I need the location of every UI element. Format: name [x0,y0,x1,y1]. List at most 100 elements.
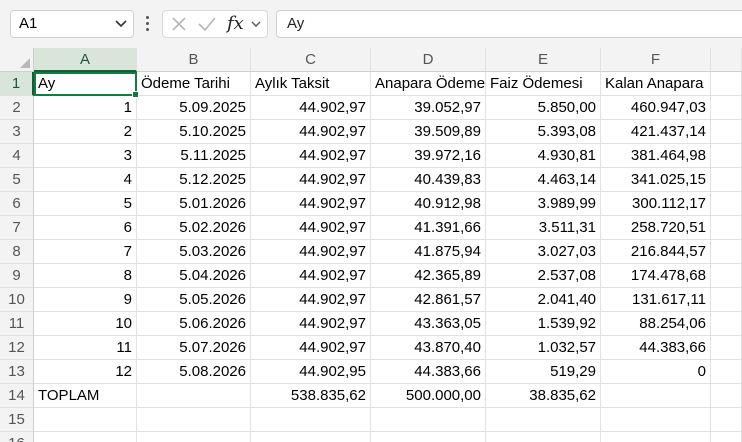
row-header-11[interactable]: 11 [0,312,34,336]
cell-b2[interactable]: 5.09.2025 [137,96,251,120]
cell-g8[interactable] [711,240,742,264]
cell-a14[interactable]: TOPLAM [34,384,137,408]
row-header-3[interactable]: 3 [0,120,34,144]
column-header-c[interactable]: C [251,48,371,72]
column-header-f[interactable]: F [601,48,711,72]
cell-c9[interactable]: 44.902,97 [251,264,371,288]
cell-f14[interactable] [601,384,711,408]
row-header-14[interactable]: 14 [0,384,34,408]
cell-g3[interactable] [711,120,742,144]
cell-c2[interactable]: 44.902,97 [251,96,371,120]
cell-g1[interactable] [711,72,742,96]
cell-e13[interactable]: 519,29 [486,360,601,384]
cell-f6[interactable]: 300.112,17 [601,192,711,216]
cell-d8[interactable]: 41.875,94 [371,240,486,264]
cell-f5[interactable]: 341.025,15 [601,168,711,192]
cell-a15[interactable] [34,408,137,432]
cell-e15[interactable] [486,408,601,432]
cell-d6[interactable]: 40.912,98 [371,192,486,216]
cell-c14[interactable]: 538.835,62 [251,384,371,408]
cell-e5[interactable]: 4.463,14 [486,168,601,192]
cell-f1[interactable]: Kalan Anapara [601,72,711,96]
more-options-icon[interactable] [144,14,150,34]
cell-f10[interactable]: 131.617,11 [601,288,711,312]
enter-check-icon[interactable] [197,16,217,32]
cell-d1[interactable]: Anapara Ödemesi [371,72,486,96]
cell-f8[interactable]: 216.844,57 [601,240,711,264]
cell-e10[interactable]: 2.041,40 [486,288,601,312]
cell-d2[interactable]: 39.052,97 [371,96,486,120]
cell-d13[interactable]: 44.383,66 [371,360,486,384]
cell-g13[interactable] [711,360,742,384]
cell-f9[interactable]: 174.478,68 [601,264,711,288]
cell-c7[interactable]: 44.902,97 [251,216,371,240]
cell-b1[interactable]: Ödeme Tarihi [137,72,251,96]
cell-f12[interactable]: 44.383,66 [601,336,711,360]
cancel-icon[interactable] [171,16,187,32]
cell-c5[interactable]: 44.902,97 [251,168,371,192]
cell-f2[interactable]: 460.947,03 [601,96,711,120]
cell-b3[interactable]: 5.10.2025 [137,120,251,144]
cell-c13[interactable]: 44.902,95 [251,360,371,384]
cell-e7[interactable]: 3.511,31 [486,216,601,240]
cell-b12[interactable]: 5.07.2026 [137,336,251,360]
row-header-4[interactable]: 4 [0,144,34,168]
cell-a11[interactable]: 10 [34,312,137,336]
column-header-e[interactable]: E [486,48,601,72]
cell-c15[interactable] [251,408,371,432]
cell-g6[interactable] [711,192,742,216]
cell-a3[interactable]: 2 [34,120,137,144]
cell-a8[interactable]: 7 [34,240,137,264]
cell-e11[interactable]: 1.539,92 [486,312,601,336]
cell-c6[interactable]: 44.902,97 [251,192,371,216]
cell-a9[interactable]: 8 [34,264,137,288]
row-header-5[interactable]: 5 [0,168,34,192]
cell-f4[interactable]: 381.464,98 [601,144,711,168]
cell-b9[interactable]: 5.04.2026 [137,264,251,288]
cell-d3[interactable]: 39.509,89 [371,120,486,144]
cell-g14[interactable] [711,384,742,408]
cell-e12[interactable]: 1.032,57 [486,336,601,360]
cell-c12[interactable]: 44.902,97 [251,336,371,360]
cell-e2[interactable]: 5.850,00 [486,96,601,120]
cell-a4[interactable]: 3 [34,144,137,168]
cell-d10[interactable]: 42.861,57 [371,288,486,312]
row-header-8[interactable]: 8 [0,240,34,264]
cell-f15[interactable] [601,408,711,432]
cell-a1[interactable]: Ay [34,72,137,96]
row-header-10[interactable]: 10 [0,288,34,312]
cell-g5[interactable] [711,168,742,192]
chevron-down-icon[interactable] [251,21,261,28]
name-box[interactable]: A1 [10,10,134,38]
row-header-13[interactable]: 13 [0,360,34,384]
row-header-6[interactable]: 6 [0,192,34,216]
cell-b14[interactable] [137,384,251,408]
cell-f13[interactable]: 0 [601,360,711,384]
cell-a12[interactable]: 11 [34,336,137,360]
cell-d5[interactable]: 40.439,83 [371,168,486,192]
cell-c8[interactable]: 44.902,97 [251,240,371,264]
cell-e16[interactable] [486,432,601,442]
chevron-down-icon[interactable] [115,20,127,28]
cell-f11[interactable]: 88.254,06 [601,312,711,336]
cell-a10[interactable]: 9 [34,288,137,312]
cell-e4[interactable]: 4.930,81 [486,144,601,168]
cell-b10[interactable]: 5.05.2026 [137,288,251,312]
column-header-b[interactable]: B [137,48,251,72]
column-header-g[interactable] [711,48,742,72]
cell-g11[interactable] [711,312,742,336]
cell-b15[interactable] [137,408,251,432]
row-header-9[interactable]: 9 [0,264,34,288]
cell-a16[interactable] [34,432,137,442]
cell-b13[interactable]: 5.08.2026 [137,360,251,384]
column-header-d[interactable]: D [371,48,486,72]
cell-e6[interactable]: 3.989,99 [486,192,601,216]
cell-c10[interactable]: 44.902,97 [251,288,371,312]
cell-d14[interactable]: 500.000,00 [371,384,486,408]
cell-f7[interactable]: 258.720,51 [601,216,711,240]
cell-b6[interactable]: 5.01.2026 [137,192,251,216]
row-header-12[interactable]: 12 [0,336,34,360]
cell-c16[interactable] [251,432,371,442]
cell-e1[interactable]: Faiz Ödemesi [486,72,601,96]
cell-c11[interactable]: 44.902,97 [251,312,371,336]
